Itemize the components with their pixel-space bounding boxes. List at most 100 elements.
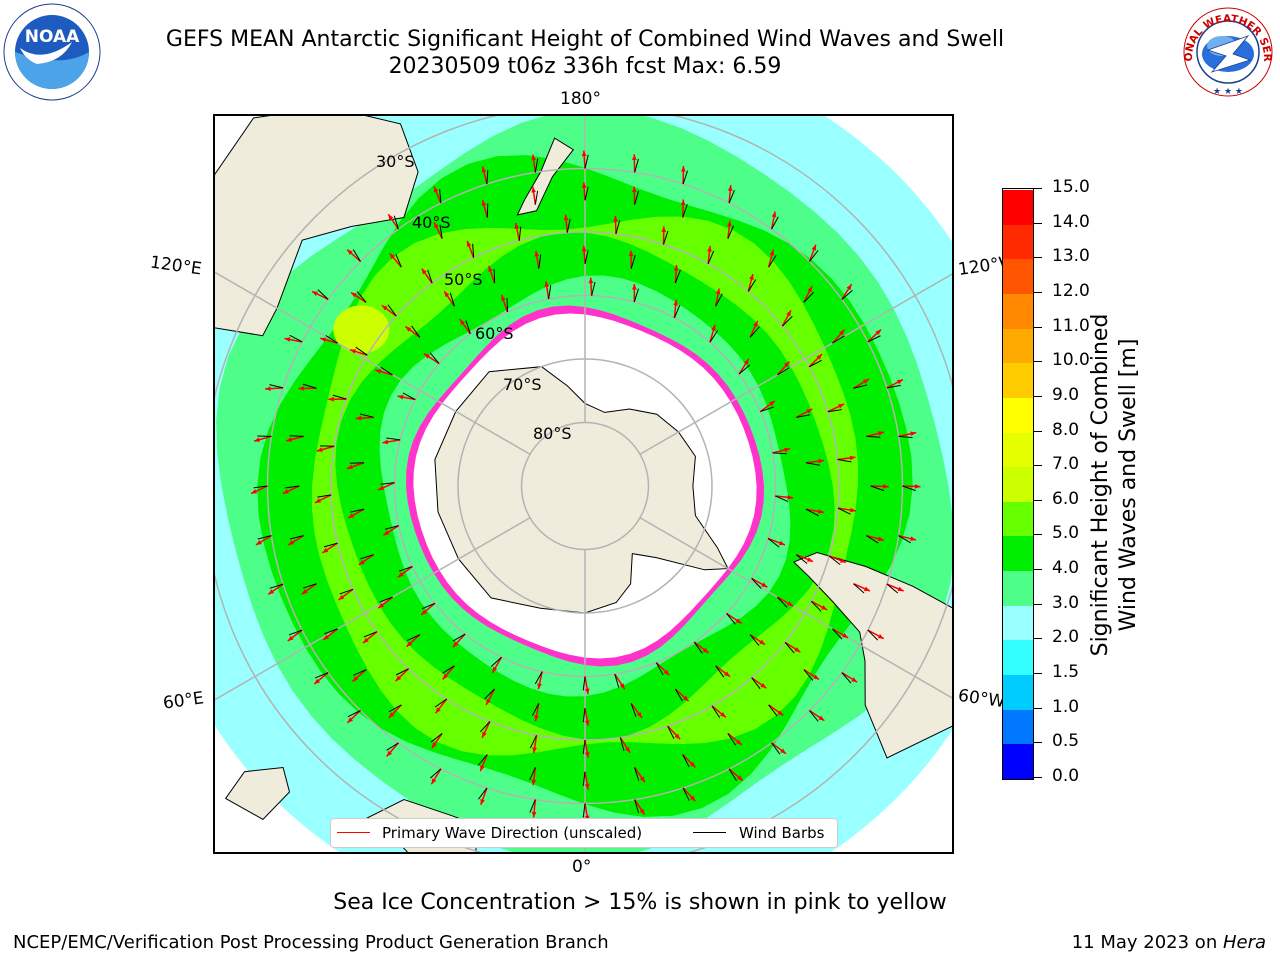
- wind-barb: [548, 285, 552, 300]
- wave-direction-arrowhead: [531, 154, 537, 161]
- lon-gridline: [639, 517, 952, 699]
- wind-barb: [674, 269, 681, 284]
- wave-direction-arrowhead: [749, 274, 754, 280]
- colorbar-tick-mark: [1034, 569, 1042, 571]
- wave-direction-arrowhead: [784, 447, 791, 453]
- lat-label-40s: 40°S: [412, 213, 451, 232]
- wave-direction-arrowhead: [794, 647, 801, 653]
- wave-direction-arrowhead: [838, 403, 845, 409]
- wave-direction-arrowhead: [619, 683, 625, 690]
- colorbar-tick-mark: [1034, 707, 1042, 709]
- wave-direction-arrowhead: [452, 641, 459, 648]
- wind-barb: [289, 535, 304, 540]
- colorbar-tick-mark: [1034, 673, 1042, 675]
- wind-barb: [529, 767, 536, 781]
- colorbar-segment: [1003, 224, 1033, 260]
- wind-barb: [584, 186, 589, 201]
- map-panel[interactable]: [213, 114, 954, 854]
- colorbar-tick-mark: [1034, 188, 1042, 189]
- wave-direction-arrowhead: [769, 400, 775, 407]
- wind-barb: [402, 392, 416, 400]
- wave-direction-arrowhead: [532, 747, 537, 754]
- wind-barb: [772, 452, 787, 455]
- wind-barb: [809, 359, 822, 368]
- wave-direction-arrowhead: [613, 215, 618, 222]
- wind-barb: [582, 803, 586, 818]
- wind-barb: [693, 641, 703, 654]
- chart-title: GEFS MEAN Antarctic Significant Height o…: [165, 27, 1005, 52]
- wind-barb: [442, 665, 455, 674]
- wave-direction-arrowhead: [673, 264, 679, 271]
- wind-barb: [707, 250, 715, 265]
- wave-direction-arrowhead: [639, 808, 645, 815]
- wind-barb: [634, 767, 640, 781]
- wave-direction-arrowhead: [320, 337, 327, 342]
- noaa-logo-text: NOAA: [25, 27, 80, 47]
- wave-direction-arrowhead: [780, 748, 787, 754]
- wave-direction-arrowhead: [702, 647, 709, 653]
- colorbar-tick-label: 13.0: [1052, 246, 1090, 267]
- lat-label-30s: 30°S: [376, 152, 415, 171]
- colorbar: [1002, 188, 1034, 780]
- wave-direction-arrowhead: [839, 558, 846, 563]
- footer-date: 11 May 2023 on Hera: [1072, 932, 1266, 953]
- wave-direction-arrowhead: [388, 214, 394, 221]
- wave-direction-arrowhead: [581, 150, 587, 157]
- wind-barb: [393, 215, 399, 230]
- wind-barb: [777, 596, 788, 608]
- wind-barb: [810, 600, 822, 612]
- wave-direction-arrowhead: [632, 154, 637, 160]
- wind-barb: [439, 224, 443, 239]
- wind-barb: [728, 768, 737, 782]
- wave-direction-arrowhead: [720, 712, 726, 718]
- wave-direction-arrowhead: [753, 320, 758, 327]
- wave-direction-arrowhead: [480, 765, 485, 772]
- australia-land: [215, 116, 419, 337]
- colorbar-tick-mark: [1034, 777, 1042, 778]
- wave-direction-arrowhead: [287, 635, 294, 642]
- wind-barb: [682, 754, 690, 768]
- wind-barb: [633, 288, 639, 303]
- wind-barb: [285, 485, 300, 489]
- wave-direction-arrowhead: [769, 249, 775, 256]
- wind-barb: [566, 218, 571, 233]
- madagascar-land: [224, 766, 291, 821]
- colorbar-tick-mark: [1034, 257, 1042, 259]
- lon-gridline: [215, 517, 531, 701]
- wind-barb: [518, 226, 522, 241]
- wave-direction-arrowhead: [534, 250, 540, 257]
- wave-direction-arrowhead: [807, 286, 813, 293]
- wind-barb: [715, 293, 723, 307]
- wave-direction-arrowhead: [431, 742, 437, 749]
- wave-direction-arrowhead: [896, 379, 903, 385]
- colorbar-label-line1: Significant Height of Combined: [1088, 313, 1113, 657]
- lon-gridline: [215, 271, 531, 455]
- wind-barb: [317, 494, 332, 498]
- wind-barb: [332, 394, 347, 400]
- wind-barb: [673, 304, 681, 318]
- wave-direction-arrowhead: [707, 245, 712, 252]
- colorbar-tick-label: 14.0: [1052, 211, 1090, 232]
- wind-barb: [386, 742, 399, 751]
- lon-label-120e: 120°E: [148, 252, 203, 280]
- wave-direction-arrowhead: [315, 498, 322, 503]
- wind-barb: [395, 254, 402, 268]
- wind-barb: [387, 304, 397, 317]
- wind-barb: [777, 367, 790, 376]
- wind-barb: [898, 435, 913, 439]
- wind-barb: [747, 279, 757, 292]
- colorbar-segment: [1003, 743, 1033, 779]
- colorbar-tick-mark: [1034, 361, 1042, 363]
- wave-direction-arrowhead: [863, 586, 870, 592]
- wind-barb: [388, 704, 402, 713]
- wind-barb: [775, 495, 789, 502]
- wind-barb: [324, 628, 338, 635]
- colorbar-tick-mark: [1034, 291, 1042, 293]
- colorbar-tick-label: 0.5: [1052, 731, 1080, 752]
- wind-barb: [434, 698, 447, 708]
- wind-barb: [363, 631, 378, 638]
- wave-direction-arrowhead: [388, 712, 395, 718]
- wind-barb: [828, 555, 841, 566]
- wind-barb: [841, 289, 853, 300]
- wave-direction-arrowhead: [347, 249, 353, 255]
